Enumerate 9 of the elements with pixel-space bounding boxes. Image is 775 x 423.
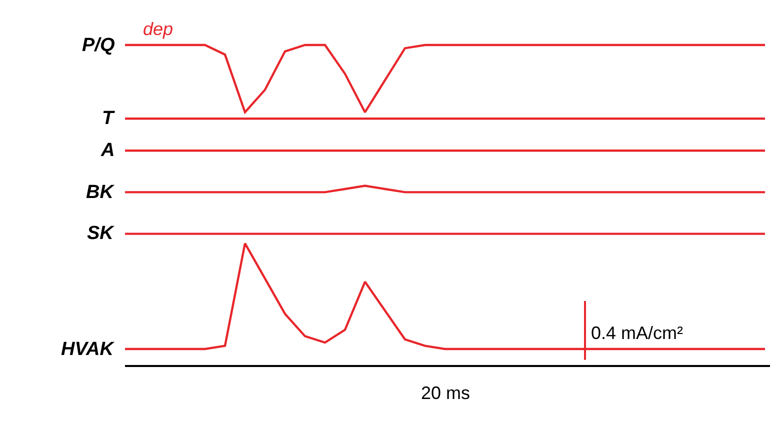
series-label: HVAK (61, 339, 115, 360)
text: 20 ms (421, 383, 470, 403)
series-label: A (100, 140, 115, 161)
series-label: BK (86, 182, 115, 203)
text: dep (143, 19, 174, 39)
series-label: T (102, 108, 115, 129)
annotation: 0.4 mA/cm² (591, 323, 684, 343)
series-label: P/Q (82, 35, 115, 56)
series-label: SK (87, 223, 115, 244)
